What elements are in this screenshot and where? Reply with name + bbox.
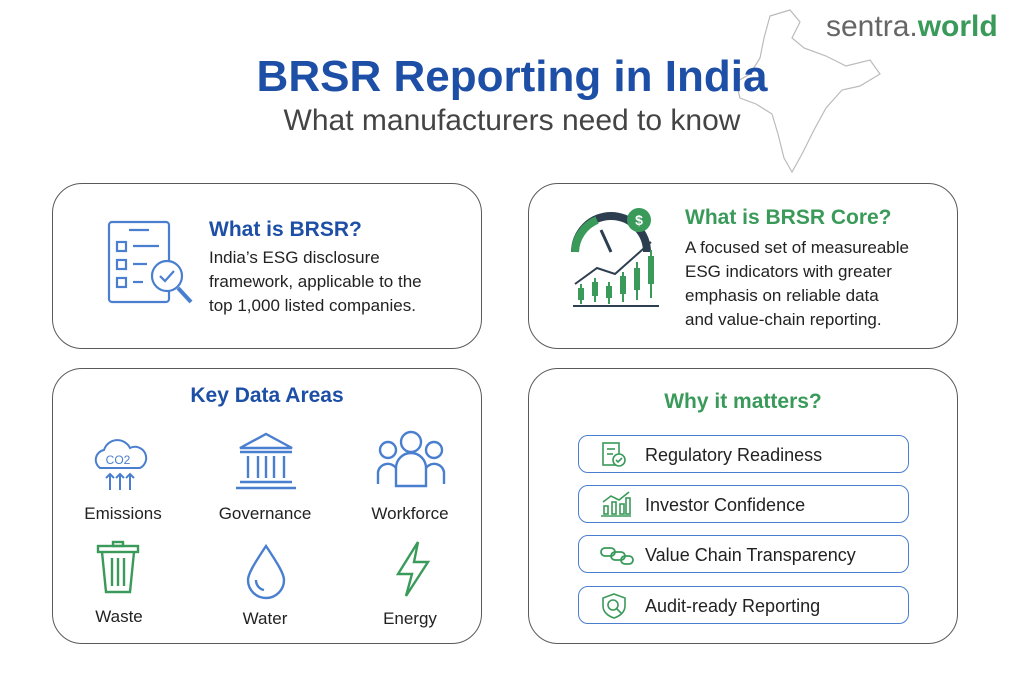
data-area-label: Governance [218,504,312,523]
reason-pill: Investor Confidence [578,485,909,523]
reason-text: Investor Confidence [645,495,806,515]
svg-text:$: $ [635,212,643,228]
governance-icon [236,432,296,490]
india-map-outline [735,9,881,174]
reason-pill: Value Chain Transparency [578,535,909,573]
card-title: Why it matters? [664,390,822,413]
co2-label: CO2 [106,453,131,467]
workforce-icon [376,430,446,488]
brand-logo: sentra.world [826,10,998,44]
card-brsr-core: $ What is BRSR Core? A focused set of me… [528,183,958,349]
data-area-label: Workforce [371,504,449,523]
water-icon [246,543,286,600]
reason-text: Regulatory Readiness [645,445,823,465]
card-title: What is BRSR Core? [685,206,892,229]
reason-text: Value Chain Transparency [645,545,856,565]
card-why-it-matters [528,368,958,644]
emissions-icon: CO2 [94,439,148,490]
checklist-icon [107,220,193,304]
card-body: India’s ESG disclosure framework, applic… [209,246,422,318]
card-title: Key Data Areas [190,384,344,407]
energy-icon [395,541,431,597]
reason-text: Audit-ready Reporting [645,596,821,616]
data-area-label: Waste [95,607,143,626]
body-line: and value-chain reporting. [685,310,882,329]
body-line: top 1,000 listed companies. [209,296,416,315]
brand-suffix: world [917,10,998,43]
market-gauge-icon: $ [571,208,659,307]
waste-icon [96,540,140,594]
subtitle: What manufacturers need to know [283,104,741,137]
body-line: A focused set of measureable [685,238,909,257]
card-what-is-brsr: What is BRSR? India’s ESG disclosure fra… [52,183,482,349]
reason-pill: Audit-ready Reporting [578,586,909,624]
reason-icon [600,547,634,565]
reason-pill: Regulatory Readiness [578,435,909,473]
data-area-label: Energy [383,609,437,628]
body-line: emphasis on reliable data [685,286,879,305]
body-line: framework, applicable to the [209,272,422,291]
card-title: What is BRSR? [209,218,362,241]
body-line: ESG indicators with greater [685,262,892,281]
data-area-label: Emissions [84,504,162,523]
body-line: India’s ESG disclosure [209,248,380,267]
reason-icon [602,593,626,619]
data-area-label: Water [242,609,288,628]
reason-icon [601,491,631,517]
reason-icon [602,442,626,467]
card-body: A focused set of measureable ESG indicat… [685,236,909,332]
main-title: BRSR Reporting in India [256,52,768,101]
brand-prefix: sentra. [826,10,918,43]
